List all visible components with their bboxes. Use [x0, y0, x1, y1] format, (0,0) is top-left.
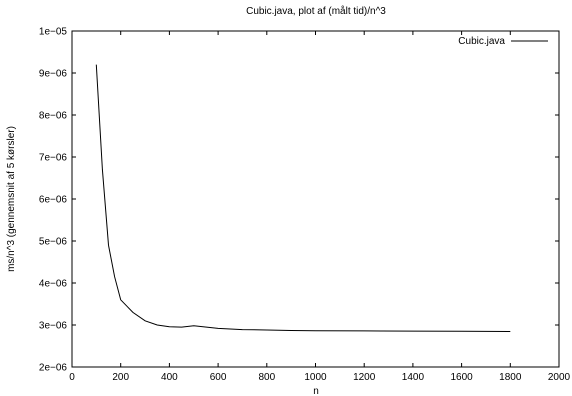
x-tick-label: 1200 [353, 372, 376, 383]
x-tick-label: 1600 [450, 372, 473, 383]
y-tick-label: 6e−06 [39, 195, 68, 206]
x-axis: 0 200 400 600 800 1000 1200 1400 1600 1800 2000 [69, 31, 571, 383]
y-tick-label: 3e−06 [39, 321, 68, 332]
x-tick-label: 200 [112, 372, 129, 383]
y-axis: 2e−06 3e−06 4e−06 5e−06 6e−06 7e−06 8e−06 9e−06… [39, 27, 559, 374]
x-tick-label: 800 [258, 372, 275, 383]
y-axis-label: ms/n^3 (gennemsnit af 5 kørsler) [6, 126, 17, 272]
x-tick-label: 1400 [402, 372, 425, 383]
x-tick-label: 400 [161, 372, 178, 383]
y-tick-label: 8e−06 [39, 111, 68, 122]
y-tick-label: 4e−06 [39, 279, 68, 290]
chart-title: Cubic.java, plot af (målt tid)/n^3 [246, 5, 386, 17]
x-tick-label: 600 [210, 372, 227, 383]
x-tick-label: 1800 [499, 372, 522, 383]
series-layer [95, 64, 511, 332]
y-tick-label: 1e−05 [39, 27, 68, 38]
legend: Cubic.java [458, 36, 548, 47]
x-tick-label: 1000 [304, 372, 327, 383]
x-axis-label: n [313, 386, 319, 396]
legend-label: Cubic.java [458, 36, 505, 47]
y-tick-label: 5e−06 [39, 237, 68, 248]
series-line [95, 64, 511, 332]
x-tick-label: 2000 [548, 372, 571, 383]
y-tick-label: 7e−06 [39, 153, 68, 164]
y-tick-label: 2e−06 [39, 363, 68, 374]
y-tick-label: 9e−06 [39, 69, 68, 80]
x-tick-label: 0 [69, 372, 75, 383]
plot-frame [71, 30, 560, 368]
